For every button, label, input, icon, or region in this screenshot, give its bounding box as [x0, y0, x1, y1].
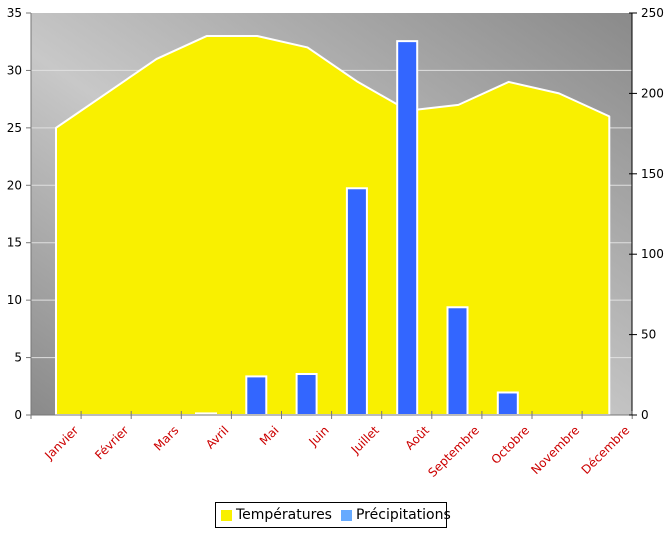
x-axis-labels: Janvier Février Mars Avril Mai Juin Juillet Aoû… — [41, 423, 632, 480]
x-label: Janvier — [41, 423, 81, 463]
right-axis-ticks: 0 50 100 150 200 250 — [629, 6, 664, 422]
svg-text:10: 10 — [7, 293, 22, 307]
x-label: Octobre — [488, 423, 532, 467]
bar-Octobre — [496, 391, 519, 417]
bar-Août — [396, 40, 419, 416]
legend-swatch-precipitations — [340, 509, 352, 521]
legend-label: Précipitations — [355, 507, 451, 523]
svg-text:0: 0 — [14, 408, 22, 422]
left-axis-ticks: 0 5 10 15 20 25 30 35 — [7, 6, 31, 422]
bar-Juin — [295, 372, 318, 417]
temperature-area — [55, 34, 611, 416]
x-label: Mars — [151, 423, 181, 453]
bar-Juillet — [345, 187, 368, 416]
svg-text:15: 15 — [7, 236, 22, 250]
x-label: Août — [402, 423, 432, 453]
axes — [30, 13, 633, 419]
x-label: Avril — [203, 423, 231, 451]
x-label: Juillet — [348, 423, 382, 457]
x-label: Novembre — [528, 423, 582, 477]
svg-text:5: 5 — [14, 351, 22, 365]
x-label: Juin — [305, 423, 331, 449]
bar-Septembre — [446, 306, 469, 417]
x-label: Mai — [257, 423, 282, 448]
svg-text:35: 35 — [7, 6, 22, 20]
precipitation-bars — [195, 40, 519, 417]
legend-item-precipitations: Précipitations — [340, 507, 451, 523]
x-label: Décembre — [579, 423, 633, 477]
svg-text:250: 250 — [641, 6, 664, 20]
bar-Mai — [245, 375, 268, 416]
legend-swatch-temperatures — [221, 509, 232, 521]
legend-item-temperatures: Températures — [221, 507, 332, 523]
legend-label: Températures — [236, 507, 332, 523]
svg-text:100: 100 — [641, 247, 664, 261]
legend: Températures Précipitations — [215, 502, 451, 528]
svg-text:30: 30 — [7, 63, 22, 77]
x-label: Septembre — [425, 423, 482, 480]
svg-text:20: 20 — [7, 178, 22, 192]
svg-text:150: 150 — [641, 167, 664, 181]
svg-text:50: 50 — [641, 328, 656, 342]
svg-text:25: 25 — [7, 121, 22, 135]
svg-text:200: 200 — [641, 86, 664, 100]
svg-text:0: 0 — [641, 408, 649, 422]
x-label: Février — [92, 423, 131, 462]
